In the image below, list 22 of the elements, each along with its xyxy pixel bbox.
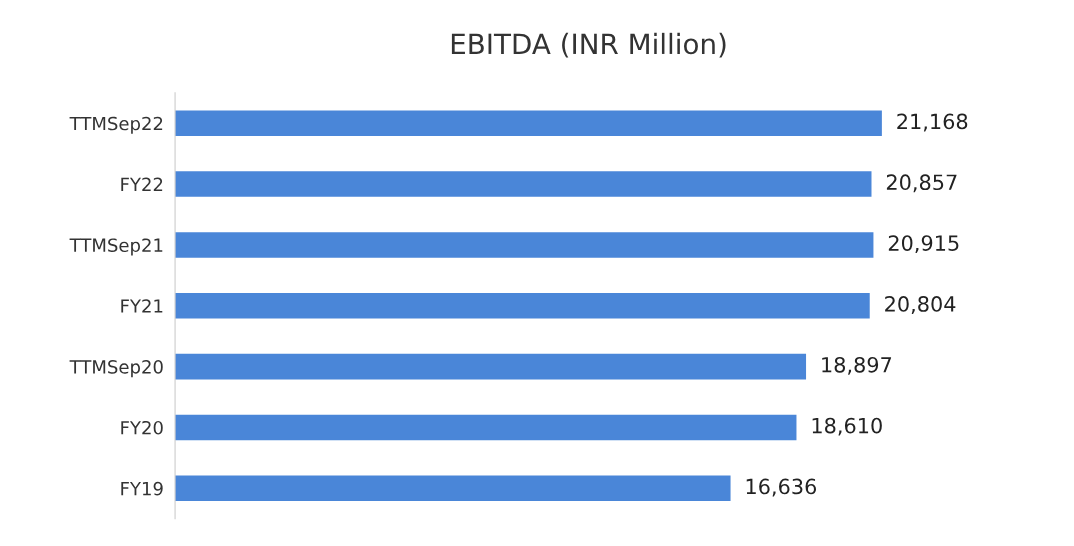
y-tick-label: FY21 <box>121 299 163 313</box>
data-label: 20,857 <box>886 174 957 193</box>
y-tick-label: TTMSep21 <box>69 238 163 256</box>
bar <box>175 232 874 258</box>
data-label: 16,636 <box>746 478 817 497</box>
y-tick-label: FY22 <box>121 177 163 191</box>
chart-title: EBITDA (INR Million) <box>451 32 726 58</box>
bar <box>175 475 731 502</box>
data-label: 18,610 <box>812 417 882 436</box>
data-label: 20,804 <box>885 296 956 314</box>
data-label: 21,168 <box>897 113 968 132</box>
bar <box>175 292 870 319</box>
data-label: 20,915 <box>888 235 959 254</box>
y-tick-label: TTMSep20 <box>69 360 163 378</box>
y-tick-label: TTMSep22 <box>69 116 163 134</box>
y-tick-label: FY20 <box>121 420 163 435</box>
bar <box>175 353 807 380</box>
bar <box>175 110 882 137</box>
bar <box>175 414 797 441</box>
y-tick-label: FY19 <box>121 481 163 496</box>
bar <box>175 171 872 197</box>
data-label: 18,897 <box>822 356 892 375</box>
